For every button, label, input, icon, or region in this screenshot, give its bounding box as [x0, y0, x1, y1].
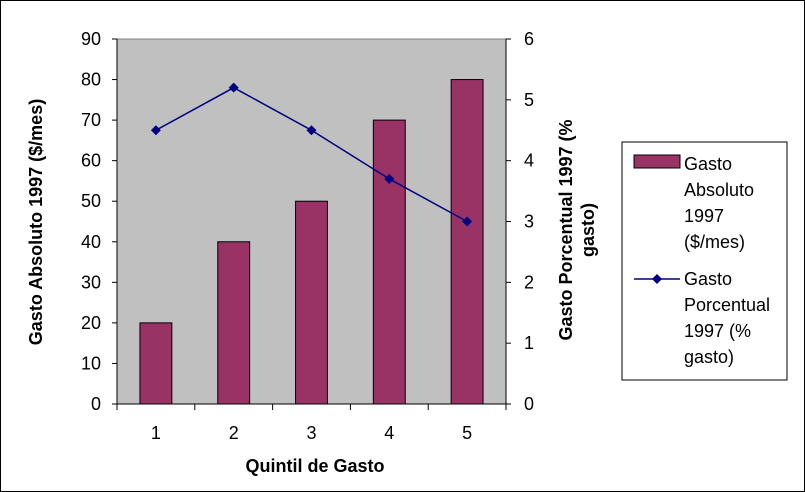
y2-tick-label: 2 [524, 272, 534, 292]
y-tick-label: 60 [81, 151, 101, 171]
y-tick-label: 80 [81, 70, 101, 90]
y-tick-label: 20 [81, 313, 101, 333]
x-tick-label: 3 [306, 423, 316, 443]
legend-bar-swatch [633, 154, 681, 169]
bar-q2 [217, 241, 251, 405]
line-point-q4 [384, 173, 395, 184]
y-tick-label: 40 [81, 232, 101, 252]
line-point-q2 [228, 82, 239, 93]
y-tick-label: 50 [81, 191, 101, 211]
legend-line-marker [652, 274, 662, 284]
y2-axis-title: Gasto Porcentual 1997 (% gasto) [556, 119, 598, 340]
bar-q5 [450, 79, 484, 405]
y2-tick-label: 6 [524, 29, 534, 49]
legend: Gasto Absoluto 1997 ($/mes) Gasto Porcentual… [621, 141, 788, 381]
bar-q4 [372, 119, 406, 405]
x-tick-label: 2 [229, 423, 239, 443]
line-point-q3 [306, 125, 317, 136]
legend-line-label: Gasto Porcentual 1997 (% gasto) [684, 269, 770, 367]
y2-tick-label: 0 [524, 394, 534, 414]
y-tick-label: 10 [81, 353, 101, 373]
bar-q3 [295, 200, 328, 405]
x-tick-label: 5 [462, 423, 472, 443]
y-tick-label: 0 [91, 394, 101, 414]
y-tick-label: 90 [81, 29, 101, 49]
y-tick-label: 30 [81, 272, 101, 292]
x-axis-title: Quintil de Gasto [245, 456, 384, 476]
x-tick-label: 1 [151, 423, 161, 443]
x-tick-label: 4 [384, 423, 394, 443]
y2-tick-label: 1 [524, 333, 534, 353]
bar-q1 [139, 322, 173, 405]
line-point-q5 [462, 216, 473, 227]
legend-bar-label: Gasto Absoluto 1997 ($/mes) [684, 154, 754, 252]
svg-text:Gasto Porcentual 1997 (%gasto): Gasto Porcentual 1997 (% gasto) [556, 119, 598, 340]
y-axis-title: Gasto Absoluto 1997 ($/mes) [26, 99, 46, 345]
legend-box [621, 141, 788, 381]
line-point-q1 [150, 125, 161, 136]
y2-tick-label: 3 [524, 212, 534, 232]
y-tick-label: 70 [81, 110, 101, 130]
y2-tick-label: 5 [524, 90, 534, 110]
y2-tick-label: 4 [524, 151, 534, 171]
